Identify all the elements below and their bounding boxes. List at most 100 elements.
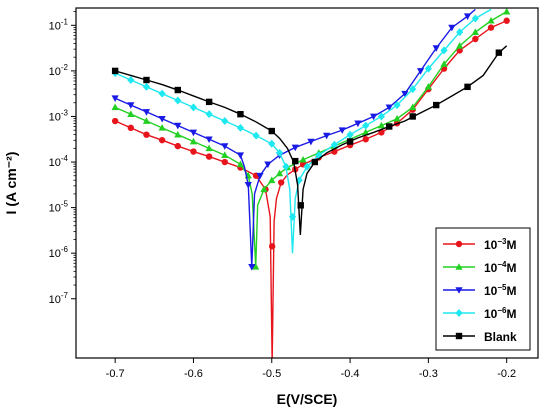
series-marker bbox=[143, 76, 150, 84]
legend-marker bbox=[455, 287, 463, 294]
legend-label: 10−5M bbox=[484, 283, 516, 298]
series-marker bbox=[393, 101, 401, 110]
plot-frame bbox=[75, 7, 539, 359]
series-marker bbox=[330, 140, 339, 149]
series-marker bbox=[503, 8, 511, 15]
series-marker bbox=[111, 103, 119, 111]
series-marker bbox=[158, 124, 166, 131]
series-marker bbox=[472, 35, 479, 43]
series-marker bbox=[311, 158, 319, 166]
series-4 bbox=[111, 45, 508, 235]
series-marker bbox=[440, 46, 448, 55]
series-marker bbox=[205, 153, 213, 160]
series-1 bbox=[111, 8, 511, 270]
series-marker bbox=[236, 152, 245, 160]
y-axis-title: I (A cm⁻²) bbox=[3, 152, 19, 215]
series-marker bbox=[487, 24, 495, 31]
series-marker bbox=[471, 28, 479, 35]
x-tick-label: -0.3 bbox=[419, 368, 438, 380]
legend-marker bbox=[455, 240, 463, 248]
series-marker bbox=[158, 89, 166, 98]
series-marker bbox=[362, 121, 370, 130]
x-tick-label: -0.5 bbox=[262, 368, 281, 380]
legend-label: 10−3M bbox=[484, 237, 516, 252]
legend-marker bbox=[455, 263, 463, 270]
series-marker bbox=[385, 104, 393, 112]
legend-label: 10−6M bbox=[484, 306, 516, 321]
legend-marker bbox=[455, 332, 463, 340]
y-tick-label: 10-7 bbox=[49, 291, 69, 306]
series-marker bbox=[268, 139, 276, 148]
series-marker bbox=[268, 243, 276, 250]
series-marker bbox=[127, 102, 135, 109]
series-marker bbox=[205, 136, 213, 144]
series-marker bbox=[174, 96, 182, 105]
series-marker bbox=[448, 24, 456, 32]
series-marker bbox=[433, 101, 440, 109]
series-marker bbox=[409, 113, 416, 120]
series-marker bbox=[322, 132, 331, 140]
x-tick-label: -0.7 bbox=[106, 368, 125, 380]
series-marker bbox=[237, 110, 244, 118]
series-marker bbox=[416, 68, 425, 75]
series-marker bbox=[315, 151, 323, 160]
series-marker bbox=[440, 60, 448, 67]
series-marker bbox=[338, 127, 346, 134]
series-marker bbox=[362, 128, 370, 136]
series-marker bbox=[256, 172, 264, 180]
series-marker bbox=[205, 110, 213, 119]
series-marker bbox=[346, 138, 354, 145]
x-axis: -0.7 -0.6 -0.5 -0.4 -0.3 -0.2 bbox=[106, 358, 516, 380]
legend-box bbox=[435, 227, 531, 351]
series-marker bbox=[307, 138, 315, 146]
series-marker bbox=[221, 143, 229, 150]
series-marker bbox=[503, 17, 510, 24]
series-marker bbox=[174, 130, 182, 138]
series-marker bbox=[221, 151, 229, 159]
series-marker bbox=[424, 64, 432, 73]
series-marker bbox=[252, 131, 260, 140]
series-marker bbox=[409, 85, 417, 94]
series-marker bbox=[158, 136, 166, 144]
x-tick-label: -0.4 bbox=[341, 368, 360, 380]
series-marker bbox=[264, 161, 272, 169]
y-tick-label: 10-2 bbox=[49, 63, 69, 78]
series-marker bbox=[221, 158, 228, 166]
series-marker bbox=[174, 122, 182, 130]
series-marker bbox=[277, 179, 285, 186]
series-marker bbox=[346, 130, 354, 139]
series-marker bbox=[142, 109, 151, 116]
series-marker bbox=[142, 117, 151, 124]
series-marker bbox=[142, 82, 151, 91]
series-marker bbox=[377, 121, 385, 129]
legend-label: Blank bbox=[484, 330, 517, 344]
series-marker bbox=[268, 176, 276, 184]
series-marker bbox=[189, 137, 198, 145]
series-marker bbox=[111, 95, 119, 103]
series-marker bbox=[143, 131, 150, 138]
series-marker bbox=[393, 114, 401, 122]
series-marker bbox=[275, 148, 284, 157]
series-marker bbox=[288, 212, 297, 221]
legend-label: 10−4M bbox=[484, 260, 516, 275]
series-layer bbox=[111, 8, 511, 358]
series-marker bbox=[244, 182, 252, 189]
series-line bbox=[114, 8, 492, 254]
series-marker bbox=[190, 148, 197, 155]
series-marker bbox=[158, 115, 166, 123]
series-marker bbox=[354, 120, 362, 128]
series-marker bbox=[386, 123, 393, 130]
legend-marker bbox=[455, 309, 463, 317]
series-marker bbox=[378, 129, 385, 136]
series-marker bbox=[268, 127, 275, 135]
series-marker bbox=[236, 123, 245, 132]
series-marker bbox=[127, 110, 135, 117]
y-tick-label: 10-5 bbox=[49, 200, 69, 215]
series-marker bbox=[456, 42, 464, 49]
series-marker bbox=[299, 155, 307, 163]
series-marker bbox=[432, 45, 440, 52]
series-marker bbox=[409, 103, 417, 111]
series-marker bbox=[362, 136, 369, 143]
series-marker bbox=[291, 144, 299, 152]
y-tick-label: 10-6 bbox=[49, 245, 69, 260]
